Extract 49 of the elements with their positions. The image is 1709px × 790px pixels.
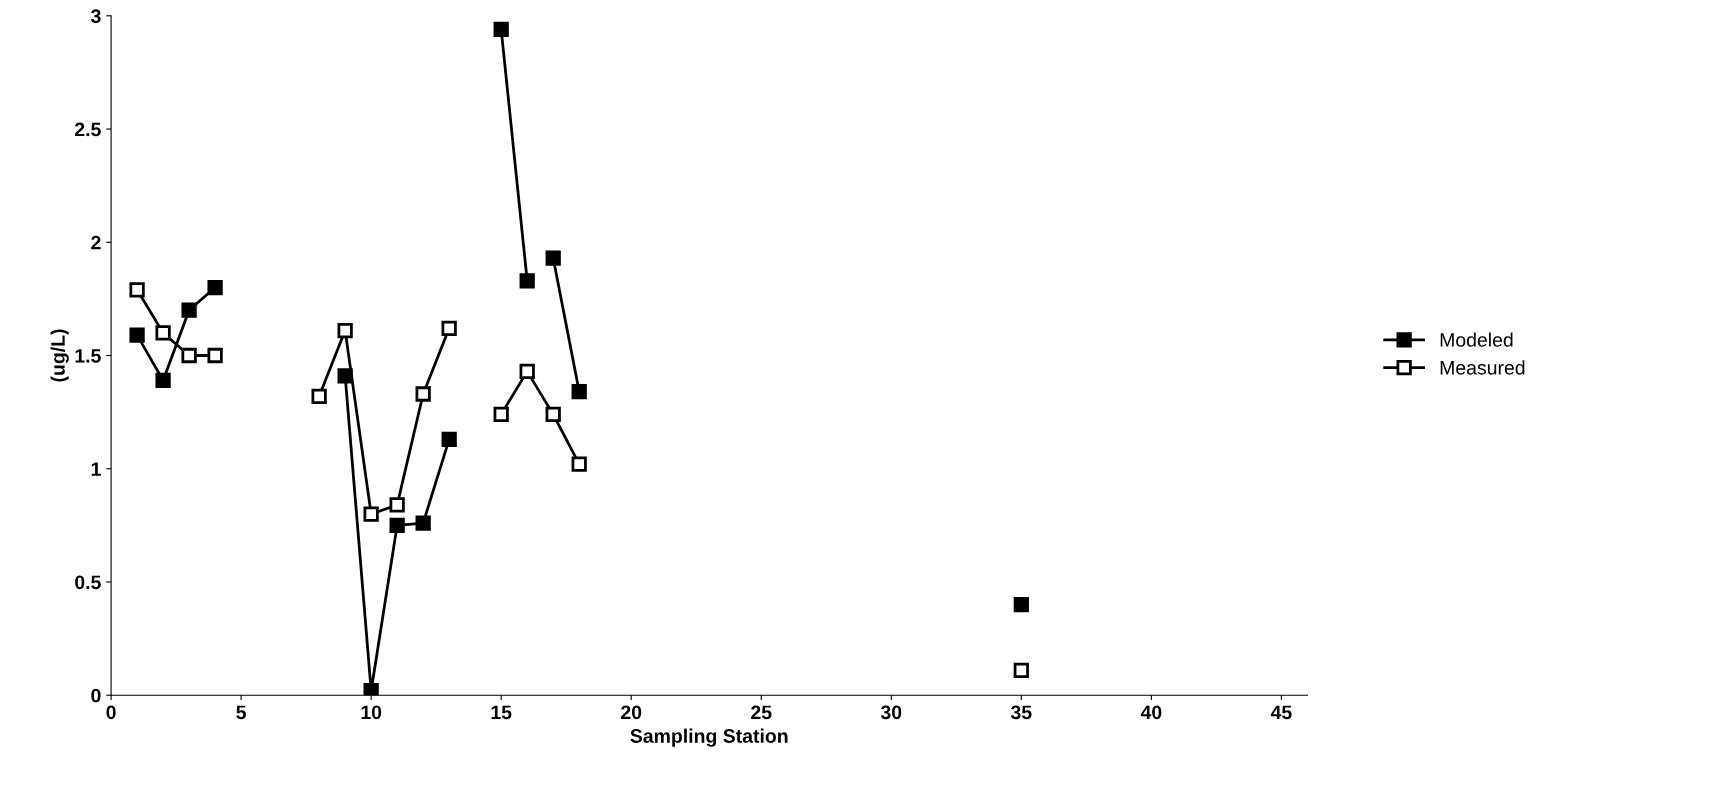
point — [155, 372, 171, 389]
legend-label: Modeled — [1440, 332, 1513, 347]
y-tick-label: 1 — [91, 462, 101, 476]
point — [545, 406, 561, 423]
point — [493, 21, 509, 38]
point — [415, 515, 431, 531]
point — [363, 506, 379, 522]
point — [441, 431, 457, 447]
x-tick-label: 5 — [236, 705, 246, 720]
point — [207, 347, 223, 364]
point — [337, 322, 353, 339]
point — [493, 406, 509, 423]
y-tick-label: 0.5 — [75, 575, 101, 590]
point — [545, 250, 561, 266]
point — [207, 279, 223, 296]
x-tick-label: 0 — [106, 705, 116, 720]
point — [363, 683, 379, 696]
x-tick-label: 10 — [361, 705, 382, 720]
point — [181, 347, 197, 364]
point — [571, 384, 587, 400]
point — [155, 325, 171, 341]
x-tick-label: 30 — [880, 705, 902, 720]
x-tick-label: 15 — [491, 705, 512, 720]
point — [389, 517, 405, 533]
point — [519, 363, 535, 379]
x-tick-label: 45 — [1270, 705, 1292, 720]
y-tick-label: 2 — [91, 235, 101, 250]
y-tick-label: 2.5 — [75, 122, 101, 137]
y-tick-label: 3 — [91, 9, 101, 24]
point — [129, 282, 145, 298]
y-tick-label: 1.5 — [75, 349, 101, 363]
point — [519, 273, 535, 289]
point — [441, 320, 457, 336]
point — [389, 497, 405, 513]
x-tick-label: 20 — [621, 705, 642, 720]
point — [311, 388, 327, 404]
point — [1013, 662, 1029, 678]
point — [1013, 596, 1029, 613]
x-tick-label: 35 — [1010, 705, 1032, 720]
x-tick-label: 40 — [1140, 705, 1162, 720]
point — [129, 327, 145, 343]
x-tick-label: 25 — [751, 705, 772, 720]
y-tick-label: 0 — [91, 688, 101, 703]
legend-label: Measured — [1440, 360, 1525, 375]
point — [415, 386, 431, 402]
x-axis-title: Sampling Station — [630, 728, 788, 747]
y-axis-title: (ug/L) — [50, 329, 69, 382]
point — [181, 302, 197, 318]
point — [571, 456, 587, 472]
